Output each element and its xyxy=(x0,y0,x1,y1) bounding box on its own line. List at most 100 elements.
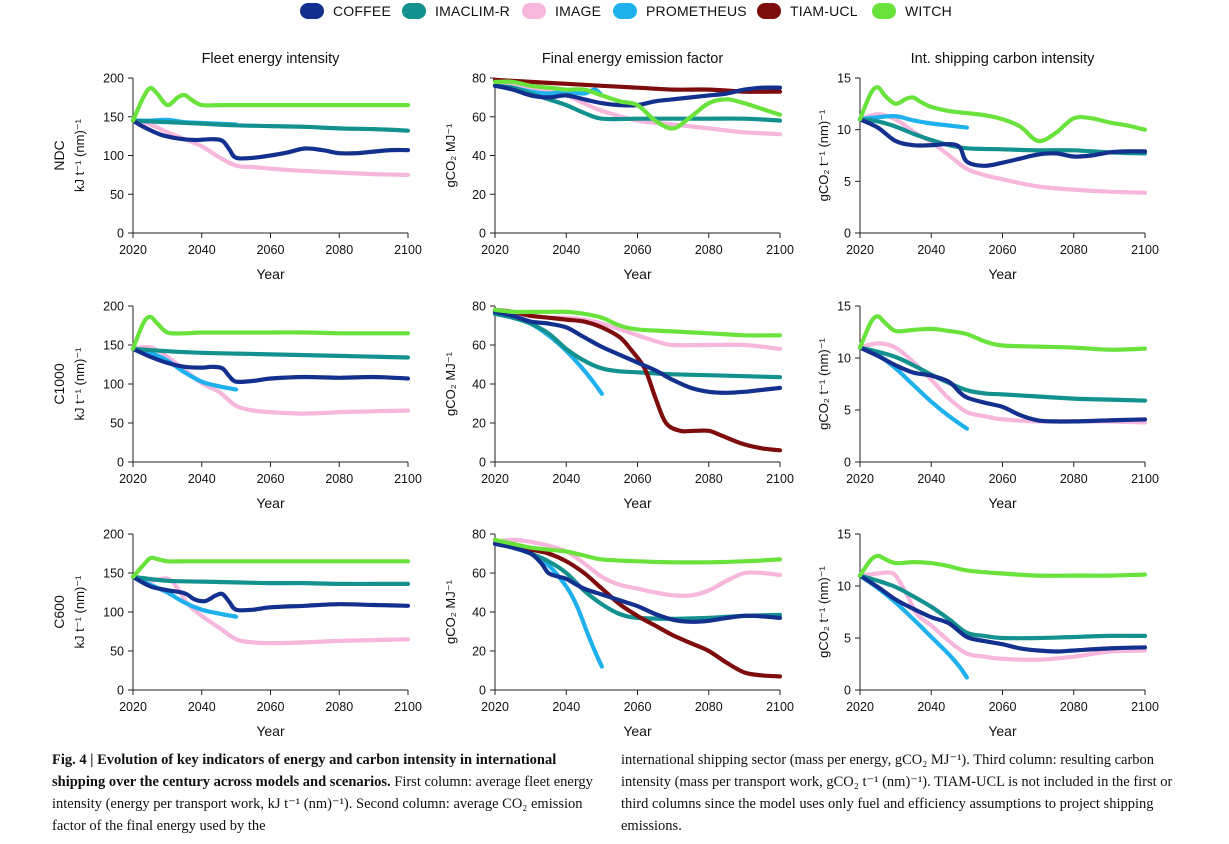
legend-item-prometheus: PROMETHEUS xyxy=(613,3,747,19)
series-line-tiam-ucl xyxy=(492,307,783,453)
x-tick-label: 2020 xyxy=(846,472,874,486)
y-tick-label: 150 xyxy=(103,110,124,124)
legend-swatch xyxy=(402,3,426,19)
y-tick-label: 10 xyxy=(837,580,851,594)
x-axis-label: Year xyxy=(256,266,285,282)
chart-panel-r2c0: 0 50 100 150 200 2020 2040 2060 2080 2100 Year kJ t… xyxy=(51,528,422,740)
series-line-imaclim-r xyxy=(130,346,411,360)
caption-body-right: international shipping sector (mass per … xyxy=(621,752,1173,834)
x-axis-label: Year xyxy=(988,723,1017,739)
x-tick-label: 2040 xyxy=(917,472,945,486)
series-line-image xyxy=(130,344,411,416)
x-tick-label: 2080 xyxy=(1060,472,1088,486)
series-line-witch xyxy=(857,553,1148,578)
x-tick-label: 2060 xyxy=(624,243,652,257)
y-tick-label: 200 xyxy=(103,300,124,314)
series-line-image xyxy=(492,537,783,598)
series-line-coffee xyxy=(130,118,411,161)
series-line-witch xyxy=(130,314,411,351)
x-tick-label: 2060 xyxy=(624,472,652,486)
x-tick-label: 2020 xyxy=(119,472,147,486)
legend-item-imaclim-r: IMACLIM-R xyxy=(402,3,510,19)
x-tick-label: 2020 xyxy=(846,700,874,714)
series-line-coffee xyxy=(492,309,783,395)
column-title: Final energy emission factor xyxy=(542,51,723,67)
chart-panel-r2c2: 0 5 10 15 2020 2040 2060 2080 2100 Year gCO₂ t⁻¹ (… xyxy=(816,528,1159,740)
y-tick-label: 15 xyxy=(837,72,851,86)
x-tick-label: 2060 xyxy=(624,700,652,714)
row-label: C600 xyxy=(51,595,67,629)
x-tick-label: 2040 xyxy=(188,700,216,714)
x-tick-label: 2100 xyxy=(766,472,794,486)
x-tick-label: 2080 xyxy=(325,472,353,486)
x-tick-label: 2100 xyxy=(394,243,422,257)
y-tick-label: 0 xyxy=(117,684,124,698)
y-tick-label: 80 xyxy=(472,72,486,86)
y-axis-label: gCO₂ MJ⁻¹ xyxy=(443,579,458,644)
series-line-image xyxy=(857,112,1148,195)
series-line-witch xyxy=(492,537,783,565)
series-line-coffee xyxy=(130,346,411,385)
series-line-imaclim-r xyxy=(857,573,1148,641)
x-tick-label: 2020 xyxy=(481,243,509,257)
legend-item-image: IMAGE xyxy=(522,3,601,19)
y-tick-label: 0 xyxy=(117,227,124,241)
y-tick-label: 15 xyxy=(837,528,851,542)
y-tick-label: 5 xyxy=(844,175,851,189)
caption-title: Fig. 4 | Evolution of key indicators of … xyxy=(52,752,557,790)
series-line-image xyxy=(130,574,411,646)
y-tick-label: 0 xyxy=(844,456,851,470)
series-line-prometheus xyxy=(857,113,969,130)
legend-swatch xyxy=(613,3,637,19)
legend-item-tiam-ucl: TIAM-UCL xyxy=(757,3,858,19)
row-label: NDC xyxy=(51,140,67,170)
y-tick-label: 40 xyxy=(472,606,486,620)
series-line-imaclim-r xyxy=(130,574,411,587)
y-axis-label: kJ t⁻¹ (nm)⁻¹ xyxy=(72,118,87,192)
y-tick-label: 40 xyxy=(472,378,486,392)
x-axis-label: Year xyxy=(256,723,285,739)
chart-panel-r0c2: 0 5 10 15 2020 2040 2060 2080 2100 Year gCO₂ t⁻¹ (… xyxy=(816,72,1159,283)
series-line-coffee xyxy=(857,117,1148,168)
y-tick-label: 20 xyxy=(472,188,486,202)
x-tick-label: 2080 xyxy=(1060,243,1088,257)
x-tick-label: 2040 xyxy=(917,700,945,714)
y-tick-label: 0 xyxy=(479,456,486,470)
x-axis-label: Year xyxy=(988,266,1017,282)
y-axis-label: gCO₂ MJ⁻¹ xyxy=(443,351,458,416)
y-tick-label: 10 xyxy=(837,123,851,137)
series-line-coffee xyxy=(492,541,783,624)
column-title: Fleet energy intensity xyxy=(202,51,341,67)
x-tick-label: 2100 xyxy=(1131,700,1159,714)
x-axis-label: Year xyxy=(623,266,652,282)
y-tick-label: 0 xyxy=(479,684,486,698)
x-tick-label: 2020 xyxy=(119,243,147,257)
y-tick-label: 0 xyxy=(844,227,851,241)
legend-item-coffee: COFFEE xyxy=(300,3,391,19)
x-tick-label: 2100 xyxy=(1131,243,1159,257)
x-tick-label: 2100 xyxy=(1131,472,1159,486)
series-line-coffee xyxy=(130,574,411,613)
x-tick-label: 2100 xyxy=(394,472,422,486)
figure-caption-left: Fig. 4 | Evolution of key indicators of … xyxy=(52,749,602,837)
y-axis-label: gCO₂ t⁻¹ (nm)⁻¹ xyxy=(816,565,831,657)
x-axis-label: Year xyxy=(623,723,652,739)
y-tick-label: 15 xyxy=(837,300,851,314)
y-axis-label: kJ t⁻¹ (nm)⁻¹ xyxy=(72,575,87,649)
x-tick-label: 2100 xyxy=(766,243,794,257)
legend-swatch xyxy=(757,3,781,19)
y-tick-label: 50 xyxy=(110,645,124,659)
x-tick-label: 2080 xyxy=(1060,700,1088,714)
x-tick-label: 2020 xyxy=(846,243,874,257)
series-line-witch xyxy=(130,555,411,579)
x-tick-label: 2040 xyxy=(552,243,580,257)
x-tick-label: 2080 xyxy=(325,700,353,714)
y-tick-label: 150 xyxy=(103,567,124,581)
legend-swatch xyxy=(872,3,896,19)
y-tick-label: 50 xyxy=(110,188,124,202)
y-tick-label: 100 xyxy=(103,606,124,620)
x-tick-label: 2060 xyxy=(989,243,1017,257)
x-tick-label: 2040 xyxy=(188,243,216,257)
